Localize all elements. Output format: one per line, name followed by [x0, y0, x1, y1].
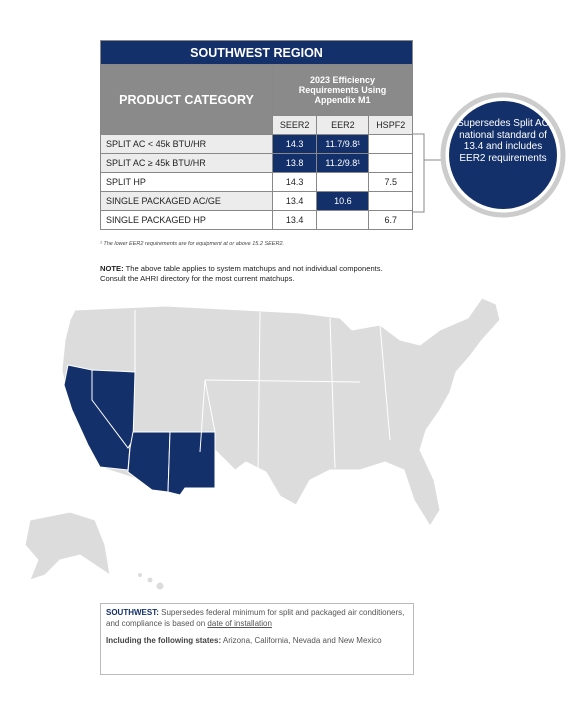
states-label: Including the following states: [106, 636, 222, 645]
us-map [24, 297, 501, 591]
table-row: SINGLE PACKAGED HP 13.4 6.7 [100, 210, 413, 230]
row-label: SPLIT AC ≥ 45k BTU/HR [100, 153, 273, 173]
table-row: SINGLE PACKAGED AC/GE 13.4 10.6 [100, 191, 413, 211]
callout-text: Supersedes Split AC national standard of… [457, 118, 549, 164]
note-text: The above table applies to system matchu… [100, 264, 383, 283]
requirements-table: SOUTHWEST REGION PRODUCT CATEGORY 2023 E… [100, 40, 413, 230]
row-label: SINGLE PACKAGED HP [100, 210, 273, 230]
cell: 13.4 [271, 210, 318, 230]
cell: 13.8 [271, 153, 318, 173]
states: Arizona, California, Nevada and New Mexi… [222, 636, 382, 645]
table-row: SPLIT AC ≥ 45k BTU/HR 13.8 11.2/9.8¹ [100, 153, 413, 173]
note: NOTE: The above table applies to system … [100, 264, 400, 284]
cell: 6.7 [368, 210, 413, 230]
summary: SOUTHWEST: Supersedes federal minimum fo… [106, 608, 406, 647]
cell [316, 210, 370, 230]
row-label: SINGLE PACKAGED AC/GE [100, 191, 273, 211]
summary-label: SOUTHWEST: [106, 608, 159, 617]
cell: 11.2/9.8¹ [316, 153, 370, 173]
summary-text: Supersedes federal minimum for split and… [106, 608, 405, 628]
summary-box [100, 603, 414, 675]
table-row: SPLIT HP 14.3 7.5 [100, 172, 413, 192]
footnote: ¹ The lower EER2 requirements are for eq… [100, 241, 285, 247]
cell: 14.3 [271, 134, 318, 154]
callout-circle [449, 101, 557, 209]
note-label: NOTE: [100, 264, 124, 273]
row-label: SPLIT AC < 45k BTU/HR [100, 134, 273, 154]
summary-link[interactable]: date of installation [207, 618, 272, 628]
table-title: SOUTHWEST REGION [100, 40, 413, 65]
